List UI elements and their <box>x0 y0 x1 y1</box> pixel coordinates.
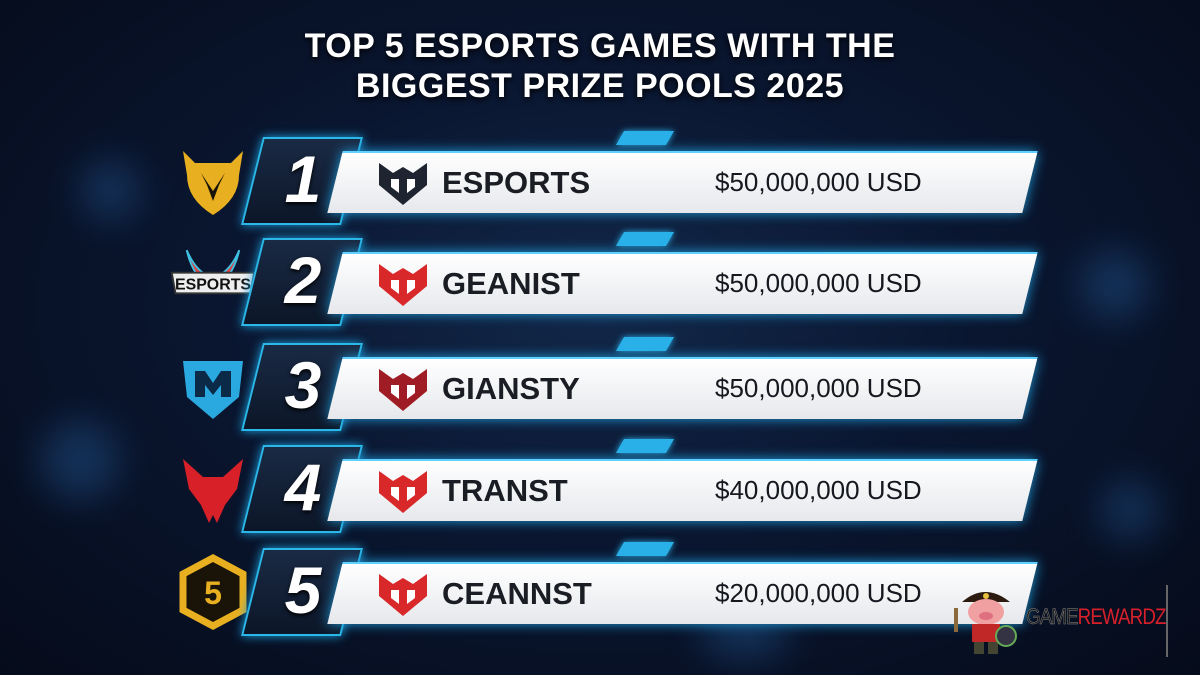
game-name: CEANNST <box>442 576 592 611</box>
rank-number: 1 <box>284 142 322 216</box>
blue-m-shield-badge-icon <box>168 347 258 427</box>
game-logo-icon <box>379 264 427 306</box>
decorative-tag <box>615 542 675 556</box>
decorative-tag <box>615 232 675 246</box>
game-name: GIANSTY <box>442 371 580 406</box>
gold-5-hexagon-badge-icon: 5 <box>168 552 258 632</box>
game-banner <box>327 357 1038 419</box>
decorative-tag <box>615 337 675 351</box>
game-name: ESPORTS <box>442 165 591 200</box>
gold-dragon-shield-badge-icon <box>168 141 258 221</box>
rank-number: 2 <box>284 243 322 317</box>
prize-pool: $50,000,000 USD <box>715 268 922 298</box>
svg-text:5: 5 <box>204 575 222 611</box>
decorative-tag <box>615 131 675 145</box>
game-banner <box>327 562 1038 624</box>
brand-game: GAME <box>1026 604 1079 630</box>
prize-pool: $40,000,000 USD <box>715 475 922 505</box>
svg-text:ESPORTS: ESPORTS <box>175 277 251 294</box>
game-banner <box>327 151 1038 213</box>
rank-row-2: ESPORTS 2 GEANIST $50,000,000 USD <box>0 232 1200 328</box>
prize-pool: $50,000,000 USD <box>715 167 922 197</box>
game-logo-icon <box>379 471 427 513</box>
rank-row-3: 3 GIANSTY $50,000,000 USD <box>0 337 1200 433</box>
game-name: GEANIST <box>442 266 580 301</box>
title-line-1: TOP 5 ESPORTS GAMES WITH THE <box>304 27 896 65</box>
rank-number: 4 <box>284 450 322 524</box>
prize-pool: $20,000,000 USD <box>715 578 922 608</box>
game-name: TRANST <box>442 473 568 508</box>
game-banner <box>327 459 1038 521</box>
game-logo-icon <box>379 163 427 205</box>
red-wolf-badge-icon <box>168 449 258 529</box>
game-logo-icon <box>379 574 427 616</box>
decorative-tag <box>615 439 675 453</box>
page-title: TOP 5 ESPORTS GAMES WITH THE BIGGEST PRI… <box>0 26 1200 106</box>
brand-logo: GAMEREWARDZ <box>950 578 1190 656</box>
rank-row-4: 4 TRANST $40,000,000 USD <box>0 439 1200 535</box>
pirate-pig-mascot-icon <box>954 592 1017 654</box>
brand-rewardz: REWARDZ <box>1077 604 1167 629</box>
rank-row-5: 5 5 CEANNST $20,000,000 USD <box>0 542 1200 638</box>
game-banner <box>327 252 1038 314</box>
rank-number: 5 <box>284 553 322 627</box>
rank-number: 3 <box>284 348 322 422</box>
rank-row-1: 1 ESPORTS $50,000,000 USD <box>0 131 1200 227</box>
title-line-2: BIGGEST PRIZE POOLS 2025 <box>355 67 845 105</box>
prize-pool: $50,000,000 USD <box>715 373 922 403</box>
esports-wings-badge-icon: ESPORTS <box>168 242 258 322</box>
game-logo-icon <box>379 369 427 411</box>
divider <box>1166 585 1168 657</box>
